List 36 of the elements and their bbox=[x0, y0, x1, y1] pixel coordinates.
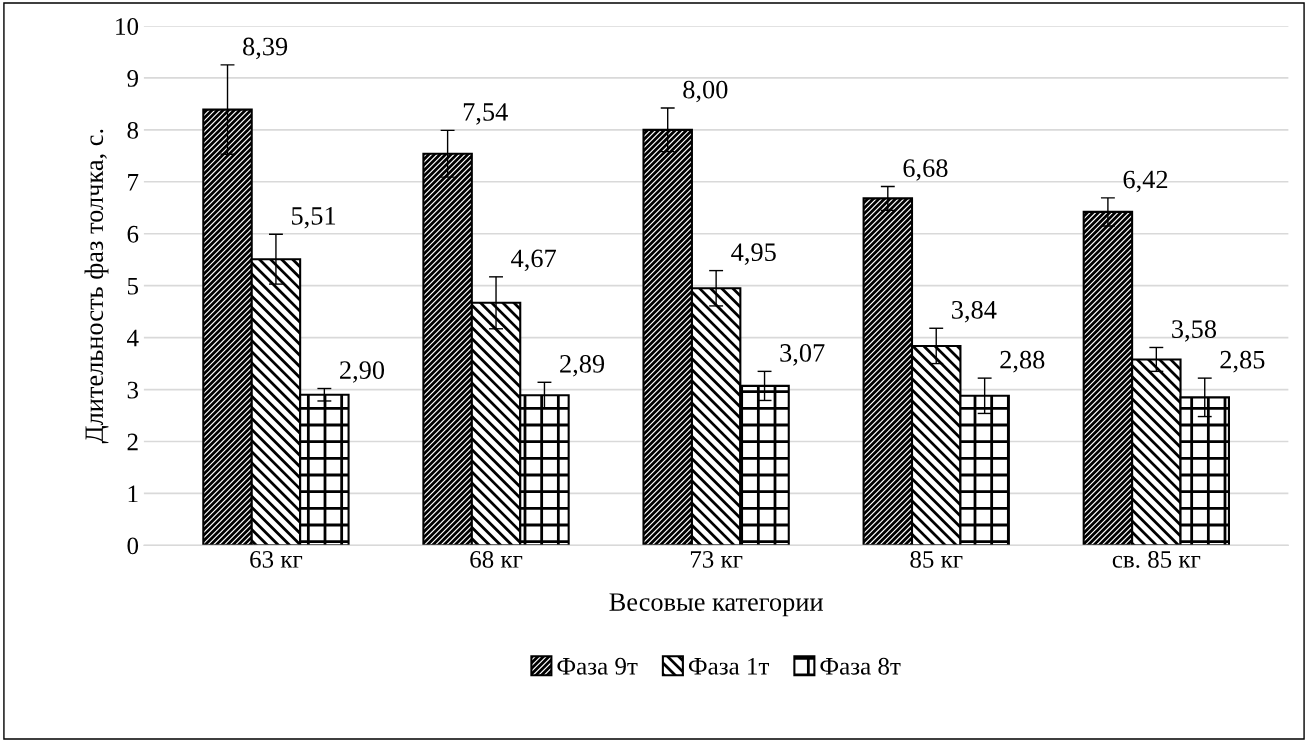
y-tick-label: 3 bbox=[127, 381, 139, 399]
data-label: 5,51 bbox=[292, 207, 336, 229]
data-label: 8,00 bbox=[683, 80, 728, 103]
legend-label: Фаза 1т bbox=[688, 657, 770, 675]
data-label: 4,95 bbox=[731, 243, 776, 265]
data-label: 2,85 bbox=[1220, 350, 1265, 373]
legend-label: Фаза 8т bbox=[820, 657, 901, 675]
data-label: 3,07 bbox=[780, 344, 825, 366]
data-label: 2,89 bbox=[560, 354, 605, 377]
y-tick-label: 7 bbox=[128, 174, 139, 191]
legend-label: Фаза 9т bbox=[557, 657, 638, 675]
x-axis-title: Весовые категории bbox=[609, 593, 823, 617]
y-axis-title: Длительность фаз толчка, с. bbox=[84, 129, 109, 444]
y-tick-label: 9 bbox=[127, 70, 138, 87]
data-label: 6,42 bbox=[1123, 170, 1168, 193]
y-tick-label: 2 bbox=[127, 433, 138, 451]
y-tick-label: 1 bbox=[128, 485, 138, 503]
data-label: 8,39 bbox=[243, 37, 288, 60]
data-label: 2,90 bbox=[340, 361, 385, 383]
data-label: 3,84 bbox=[952, 300, 997, 323]
x-tick-label: св. 85 кг bbox=[1112, 550, 1201, 568]
y-tick-label: 6 bbox=[127, 225, 139, 243]
data-label: 4,67 bbox=[511, 249, 556, 272]
data-label: 6,68 bbox=[903, 159, 948, 181]
x-tick-label: 73 кг bbox=[690, 551, 743, 568]
y-tick-label: 10 bbox=[116, 18, 139, 35]
x-tick-label: 63 кг bbox=[250, 551, 303, 568]
data-label: 2,88 bbox=[1000, 350, 1045, 373]
x-tick-label: 68 кг bbox=[470, 550, 523, 568]
data-label: 7,54 bbox=[463, 103, 508, 125]
y-tick-label: 8 bbox=[127, 121, 139, 139]
data-label: 3,58 bbox=[1172, 320, 1217, 342]
y-tick-label: 5 bbox=[127, 277, 139, 295]
y-tick-label: 0 bbox=[127, 537, 139, 555]
x-tick-label: 85 кг bbox=[910, 550, 963, 568]
y-tick-label: 4 bbox=[127, 329, 139, 347]
